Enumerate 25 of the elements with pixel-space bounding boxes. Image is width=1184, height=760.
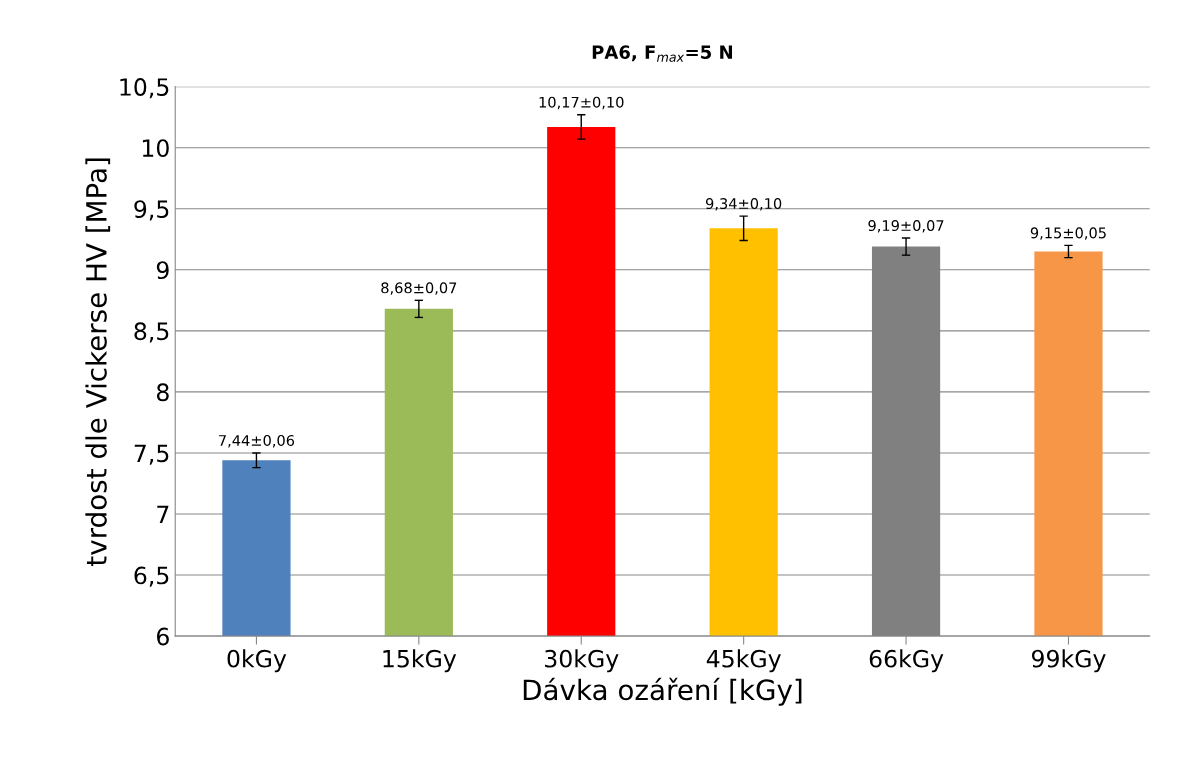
y-tick-label: 8 (156, 383, 169, 402)
x-tick-label: 66kGy (869, 649, 944, 673)
data-label: 9,34±0,10 (705, 198, 782, 211)
data-label: 9,15±0,05 (1030, 227, 1106, 240)
y-tick-label: 6,5 (134, 566, 169, 587)
data-label: 10,17±0,10 (539, 96, 624, 110)
data-label: 7,44±0,06 (219, 434, 295, 448)
y-tick-label: 6 (157, 627, 169, 646)
y-tick-label: 9 (156, 261, 169, 280)
x-tick-label: 0kGy (227, 649, 287, 673)
y-tick-label: 10 (142, 139, 169, 157)
data-label: 9,19±0,07 (868, 220, 944, 233)
y-tick-label: 10,5 (120, 78, 169, 99)
data-label: 8,68±0,07 (381, 282, 457, 295)
x-axis-title: Dávka ozáření [kGy] (523, 677, 802, 706)
x-tick-label: 99kGy (1031, 649, 1106, 673)
y-tick-label: 7 (157, 505, 169, 523)
x-tick-label: 15kGy (383, 649, 457, 673)
y-tick-label: 8,5 (134, 322, 169, 343)
y-tick-label: 7,5 (134, 444, 169, 465)
x-tick-label: 45kGy (706, 649, 781, 673)
y-tick-label: 9,5 (134, 200, 169, 221)
y-axis-title: tvrdost dle Vickerse HV [MPa] (85, 158, 111, 566)
chart-title: PA6, F$_{max}$=5 N (592, 45, 733, 62)
x-tick-label: 30kGy (545, 649, 619, 673)
